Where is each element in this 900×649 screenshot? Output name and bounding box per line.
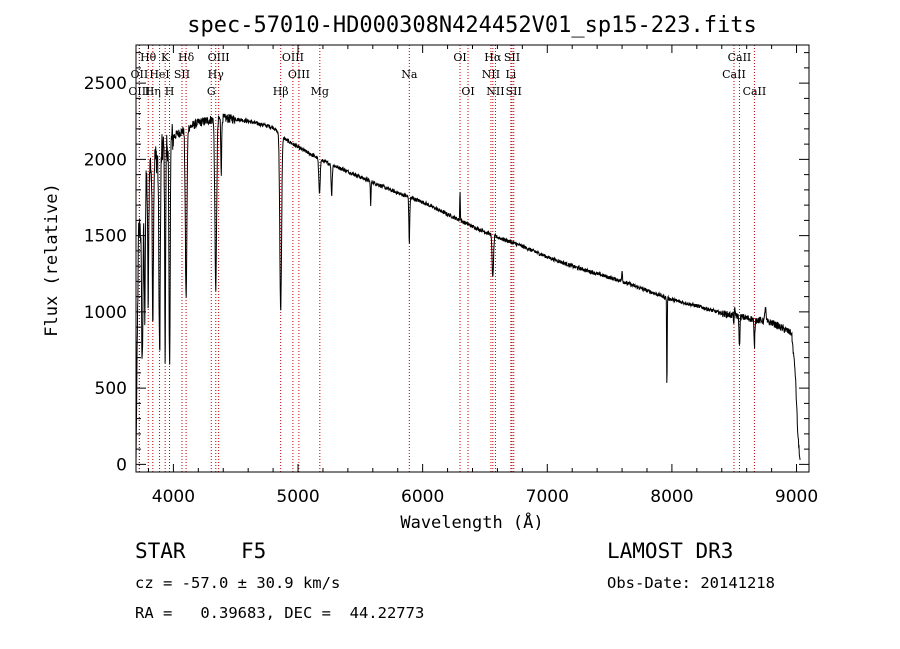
line-label: Li [505, 68, 516, 81]
line-label: OIII [282, 51, 304, 64]
x-tick-label: 5000 [276, 487, 319, 507]
line-label: OI [453, 51, 466, 64]
redshift-velocity: cz = -57.0 ± 30.9 km/s [135, 574, 341, 592]
line-label: OIII [288, 68, 310, 81]
spectral-subclass: F5 [241, 539, 267, 563]
plot-frame [135, 44, 810, 473]
spectrum-line [135, 113, 801, 465]
line-label: OI [461, 85, 474, 98]
x-tick-label: 9000 [775, 487, 818, 507]
line-label: NII [486, 85, 504, 98]
line-label: K [161, 51, 170, 64]
line-label: Hβ [273, 85, 289, 98]
line-label: OIII [128, 85, 150, 98]
survey-release: LAMOST DR3 [607, 539, 734, 563]
y-tick-label: 500 [95, 379, 127, 399]
x-tick-label: 7000 [526, 487, 569, 507]
line-label: CaII [743, 85, 767, 98]
y-tick-label: 0 [116, 455, 127, 475]
line-label: G [207, 85, 216, 98]
line-label: HeI [149, 68, 169, 81]
line-label: OIII [208, 51, 230, 64]
emission-line-markers [138, 45, 755, 472]
y-tick-label: 2500 [84, 74, 127, 94]
x-axis-ticks: 4000 5000 6000 7000 8000 9000 [147, 45, 818, 507]
line-label: Na [401, 68, 418, 81]
ra-dec-coordinates: RA = 0.39683, DEC = 44.22773 [135, 604, 425, 622]
chart-title: spec-57010-HD000308N424452V01_sp15-223.f… [187, 13, 757, 38]
line-label: OII [131, 68, 149, 81]
spectrum-series [135, 113, 801, 465]
y-tick-label: 2000 [84, 150, 127, 170]
line-label: H [165, 85, 175, 98]
y-axis-label: Flux (relative) [42, 183, 62, 337]
observation-date: Obs-Date: 20141218 [607, 574, 775, 592]
x-tick-label: 4000 [152, 487, 195, 507]
y-tick-label: 1000 [84, 303, 127, 323]
line-label: CaII [728, 51, 752, 64]
y-tick-label: 1500 [84, 227, 127, 247]
x-tick-label: 6000 [401, 487, 444, 507]
x-tick-label: 8000 [650, 487, 693, 507]
object-class: STAR [135, 539, 186, 563]
y-axis-ticks: 0 500 1000 1500 2000 2500 [84, 52, 809, 475]
x-axis-label: Wavelength (Å) [400, 511, 543, 533]
line-label: SII [504, 51, 520, 64]
line-label: Mg [311, 85, 329, 98]
line-label: Hγ [208, 68, 225, 81]
line-label: NII [482, 68, 500, 81]
line-label: Hδ [178, 51, 195, 64]
line-label: Hθ [140, 51, 157, 64]
line-label: SII [174, 68, 190, 81]
line-label: Hη [145, 85, 161, 98]
line-label: SII [506, 85, 522, 98]
line-label: Hα [484, 51, 502, 64]
line-label: CaII [722, 68, 746, 81]
